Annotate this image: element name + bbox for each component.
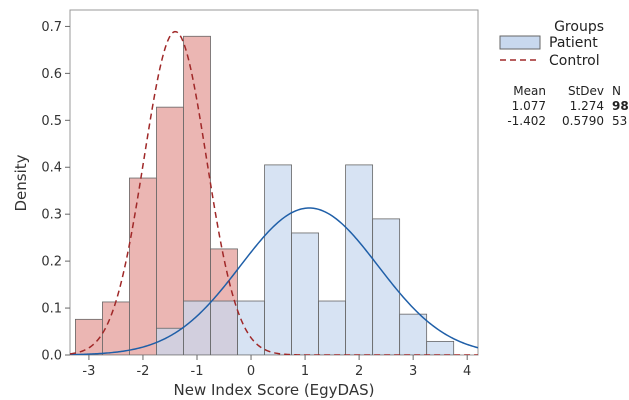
y-tick-label: 0.7	[41, 20, 62, 35]
y-axis: 0.0 0.1 0.2 0.3 0.4 0.5 0.6 0.7	[41, 20, 70, 364]
fit-curves	[70, 30, 478, 355]
x-tick-label: -2	[136, 364, 149, 379]
x-tick-label: 4	[463, 364, 471, 379]
patient-bar-6	[318, 300, 347, 355]
patient-bars	[156, 164, 455, 355]
stats-control-n: 53	[612, 114, 627, 128]
legend-label-control: Control	[549, 53, 600, 69]
control-bar-2	[129, 177, 157, 355]
control-bar-3	[156, 106, 184, 355]
stats-patient-mean: 1.077	[512, 99, 546, 113]
patient-bar-1	[183, 300, 211, 355]
legend-label-patient: Patient	[549, 35, 598, 51]
patient-fit-curve	[70, 207, 478, 355]
control-bars	[75, 35, 238, 355]
patient-bar-7	[345, 164, 374, 355]
y-tick-label: 0.6	[41, 67, 62, 82]
patient-bar-9	[399, 313, 428, 355]
x-axis: -3 -2 -1 0 1 2 3 4	[82, 355, 471, 379]
stats-table: Mean StDev N 1.077 1.274 98 -1.402 0.579…	[507, 84, 628, 128]
stats-control-mean: -1.402	[507, 114, 546, 128]
y-tick-label: 0.5	[41, 114, 62, 129]
x-tick-label: 0	[247, 364, 255, 379]
legend-swatch-patient	[499, 35, 541, 50]
control-fit-curve	[70, 30, 478, 355]
control-bar-0	[75, 318, 103, 355]
y-tick-label: 0.0	[41, 349, 62, 364]
patient-bar-2	[210, 300, 238, 355]
stats-header-n: N	[612, 84, 621, 98]
y-tick-label: 0.4	[41, 161, 62, 176]
y-tick-label: 0.1	[41, 302, 62, 317]
legend-title: Groups	[554, 19, 604, 35]
stats-control-stdev: 0.5790	[562, 114, 604, 128]
stats-patient-n: 98	[612, 99, 629, 113]
x-tick-label: -3	[82, 364, 95, 379]
patient-bar-0	[156, 327, 184, 355]
x-tick-label: 1	[301, 364, 309, 379]
patient-bar-5	[291, 232, 319, 355]
patient-bar-4	[264, 164, 292, 355]
stats-header-stdev: StDev	[568, 84, 604, 98]
y-tick-label: 0.2	[41, 255, 62, 270]
x-tick-label: 3	[409, 364, 417, 379]
x-axis-title: New Index Score (EgyDAS)	[174, 381, 375, 399]
stats-header-mean: Mean	[513, 84, 546, 98]
legend: Groups Patient Control	[499, 19, 604, 69]
control-bar-1	[102, 301, 130, 355]
stats-patient-stdev: 1.274	[570, 99, 604, 113]
x-tick-label: -1	[191, 364, 204, 379]
patient-bar-10	[426, 340, 455, 355]
y-tick-label: 0.3	[41, 208, 62, 223]
x-tick-label: 2	[355, 364, 363, 379]
y-axis-title: Density	[12, 154, 30, 211]
